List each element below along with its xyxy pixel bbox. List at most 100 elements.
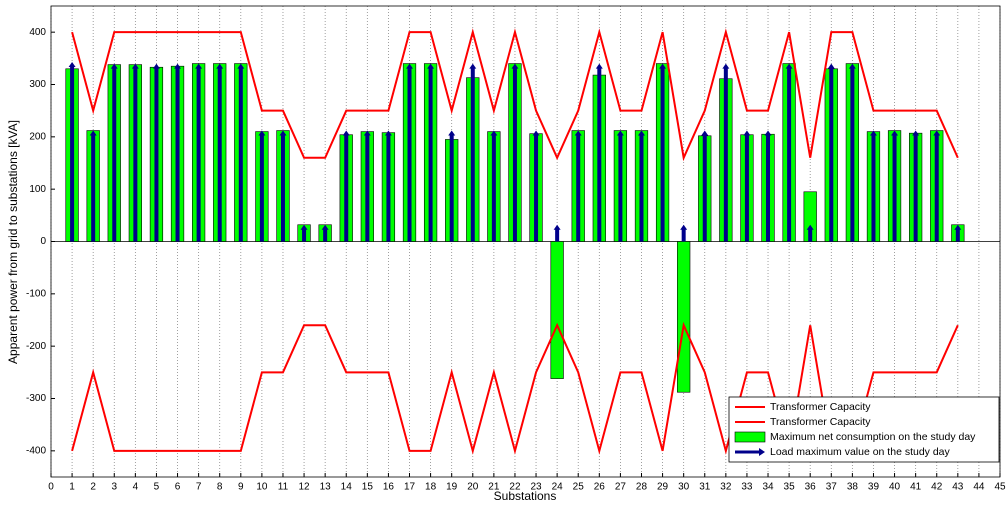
x-tick-label: 23 [530, 482, 542, 493]
x-tick-label: 9 [238, 482, 244, 493]
y-tick-label: -300 [26, 393, 46, 404]
bar [677, 241, 691, 393]
x-tick-label: 19 [446, 482, 458, 493]
x-axis-label: Substations [494, 489, 557, 503]
x-tick-label: 32 [720, 482, 732, 493]
load-arrow [532, 130, 540, 242]
load-arrow [279, 130, 287, 242]
load-arrow [490, 130, 498, 242]
x-tick-label: 14 [341, 482, 353, 493]
legend-label: Transformer Capacity [770, 416, 871, 428]
x-tick-label: 11 [278, 482, 289, 493]
load-arrow [448, 130, 456, 242]
load-arrow [680, 224, 688, 242]
x-tick-label: 33 [741, 482, 753, 493]
legend-label: Maximum net consumption on the study day [770, 431, 976, 443]
x-tick-label: 30 [678, 482, 690, 493]
x-tick-label: 18 [425, 482, 437, 493]
y-tick-label: -400 [26, 445, 46, 456]
load-arrow [869, 130, 877, 242]
legend-swatch [734, 431, 766, 443]
x-tick-label: 12 [299, 482, 311, 493]
x-tick-label: 45 [994, 482, 1006, 493]
x-tick-label: 42 [931, 482, 943, 493]
x-tick-label: 8 [217, 482, 223, 493]
x-tick-label: 7 [196, 482, 202, 493]
x-tick-label: 26 [594, 482, 606, 493]
load-arrow [110, 63, 118, 242]
load-arrow [363, 130, 371, 242]
load-arrow [427, 63, 435, 242]
load-arrow [659, 63, 667, 242]
load-arrow [553, 224, 561, 242]
x-tick-label: 1 [69, 482, 75, 493]
load-arrow [616, 130, 624, 242]
load-arrow [574, 130, 582, 242]
x-tick-label: 13 [320, 482, 332, 493]
load-arrow [827, 63, 835, 242]
x-tick-label: 5 [154, 482, 160, 493]
y-tick-label: -200 [26, 341, 46, 352]
y-tick-label: 400 [29, 27, 46, 38]
legend-label: Transformer Capacity [770, 401, 871, 413]
x-tick-label: 39 [868, 482, 880, 493]
load-arrow [891, 130, 899, 242]
x-tick-label: 2 [90, 482, 96, 493]
load-arrow [300, 224, 308, 242]
legend-arrow [735, 448, 765, 456]
x-tick-label: 28 [636, 482, 648, 493]
load-arrow [848, 63, 856, 242]
x-tick-label: 0 [48, 482, 54, 493]
x-tick-label: 20 [467, 482, 479, 493]
load-arrow [469, 63, 477, 242]
x-tick-label: 35 [784, 482, 796, 493]
load-arrow [68, 61, 76, 242]
x-tick-label: 31 [699, 482, 711, 493]
load-arrow [131, 63, 139, 242]
bar [550, 241, 564, 379]
load-arrow [384, 130, 392, 242]
x-tick-label: 34 [762, 482, 774, 493]
load-arrow [806, 224, 814, 242]
legend-box [728, 396, 1000, 463]
load-arrow [195, 63, 203, 242]
load-arrow [216, 63, 224, 242]
x-tick-label: 36 [805, 482, 817, 493]
x-tick-label: 37 [826, 482, 838, 493]
plot-frame [50, 5, 1001, 478]
legend-label: Load maximum value on the study day [770, 446, 951, 458]
x-tick-label: 24 [552, 482, 564, 493]
load-arrow [406, 63, 414, 242]
load-arrow [912, 130, 920, 242]
x-tick-label: 22 [509, 482, 521, 493]
load-arrow [701, 130, 709, 242]
x-tick-label: 40 [889, 482, 901, 493]
x-tick-label: 44 [973, 482, 985, 493]
load-arrow [764, 130, 772, 242]
load-arrow [89, 130, 97, 242]
x-tick-label: 27 [615, 482, 627, 493]
load-arrow [933, 130, 941, 242]
x-tick-label: 10 [256, 482, 268, 493]
load-arrow [595, 63, 603, 242]
x-tick-label: 25 [573, 482, 585, 493]
load-arrow [321, 224, 329, 242]
load-arrow [237, 63, 245, 242]
y-tick-label: 0 [40, 236, 46, 247]
y-tick-label: 100 [29, 184, 46, 195]
x-tick-label: 4 [133, 482, 139, 493]
y-tick-label: -100 [26, 288, 46, 299]
x-tick-label: 29 [657, 482, 669, 493]
load-arrow [511, 63, 519, 242]
x-tick-label: 15 [362, 482, 374, 493]
x-tick-label: 38 [847, 482, 859, 493]
load-arrow [342, 130, 350, 242]
x-tick-label: 6 [175, 482, 181, 493]
x-tick-label: 43 [952, 482, 964, 493]
load-arrow [743, 130, 751, 242]
y-tick-label: 300 [29, 79, 46, 90]
y-axis-label: Apparent power from grid to substations … [6, 120, 20, 364]
load-arrow [954, 224, 962, 242]
x-tick-label: 17 [404, 482, 416, 493]
